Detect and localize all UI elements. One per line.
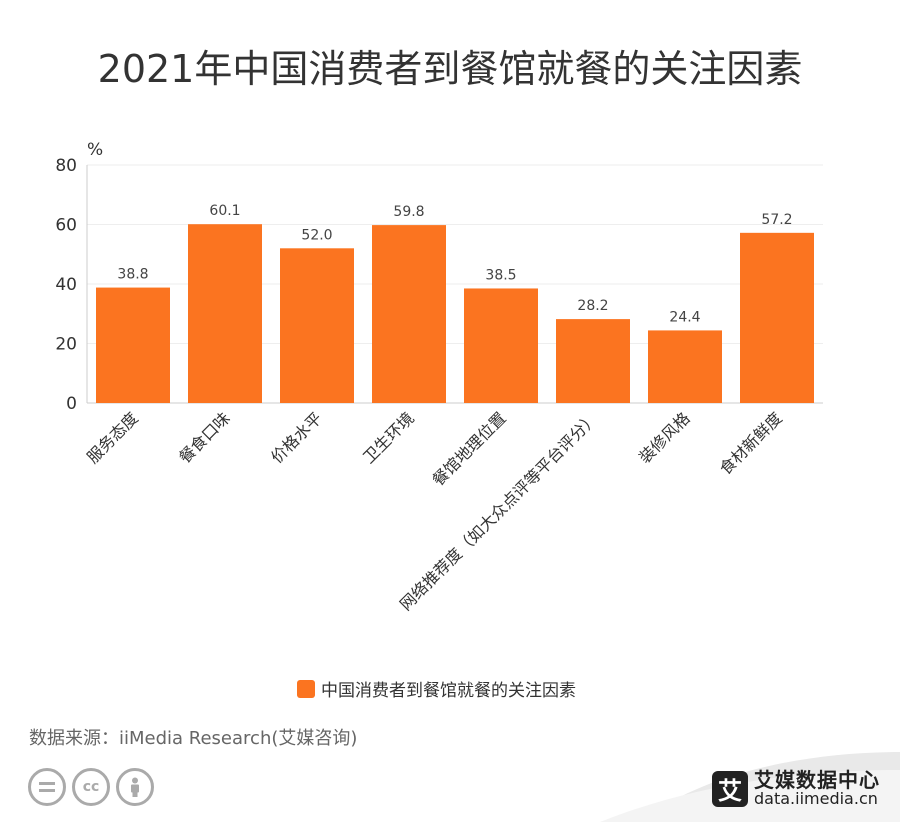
x-tick-label: 价格水平 xyxy=(267,408,326,467)
x-tick-label: 餐馆地理位置 xyxy=(429,408,510,489)
equals-icon xyxy=(28,768,66,806)
x-tick-label: 网络推荐度（如大众点评等平台评分） xyxy=(396,408,602,614)
bar xyxy=(96,287,170,403)
y-tick-label: 0 xyxy=(66,394,77,414)
bar xyxy=(280,248,354,403)
x-tick-label: 餐食口味 xyxy=(175,408,234,467)
cc-icon: cc xyxy=(72,768,110,806)
brand-logo: 艾 艾媒数据中心 data.iimedia.cn xyxy=(712,770,880,808)
bar xyxy=(648,330,722,403)
person-icon xyxy=(116,768,154,806)
bar xyxy=(464,288,538,403)
data-label: 28.2 xyxy=(577,298,608,314)
bar xyxy=(372,225,446,403)
y-tick-label: 40 xyxy=(55,275,77,295)
data-label: 52.0 xyxy=(301,227,332,243)
y-tick-label: 20 xyxy=(55,335,77,355)
legend-label: 中国消费者到餐馆就餐的关注因素 xyxy=(321,681,576,701)
data-label: 60.1 xyxy=(209,203,240,219)
data-label: 57.2 xyxy=(761,212,792,228)
x-tick-label: 卫生环境 xyxy=(359,408,418,467)
data-label: 38.8 xyxy=(117,267,148,283)
x-tick-label: 服务态度 xyxy=(83,408,142,467)
bar xyxy=(556,319,630,403)
chart-title: 2021年中国消费者到餐馆就餐的关注因素 xyxy=(97,47,803,91)
bar xyxy=(188,224,262,403)
x-tick-label: 装修风格 xyxy=(635,408,694,467)
legend-swatch xyxy=(297,679,315,698)
brand-url: data.iimedia.cn xyxy=(754,789,878,808)
data-label: 38.5 xyxy=(485,267,516,283)
data-source: 数据来源：iiMedia Research(艾媒咨询) xyxy=(29,728,358,749)
brand-mark-icon: 艾 xyxy=(712,770,748,807)
legend: 中国消费者到餐馆就餐的关注因素 xyxy=(297,676,576,701)
data-label: 59.8 xyxy=(393,204,424,220)
x-tick-label: 食材新鲜度 xyxy=(716,408,786,478)
y-unit-label: % xyxy=(87,140,103,160)
brand-name: 艾媒数据中心 xyxy=(754,768,880,792)
y-tick-label: 60 xyxy=(55,216,77,236)
bar xyxy=(740,232,814,403)
data-label: 24.4 xyxy=(669,309,700,325)
license-icons: cc xyxy=(28,768,154,806)
y-tick-label: 80 xyxy=(55,156,77,176)
